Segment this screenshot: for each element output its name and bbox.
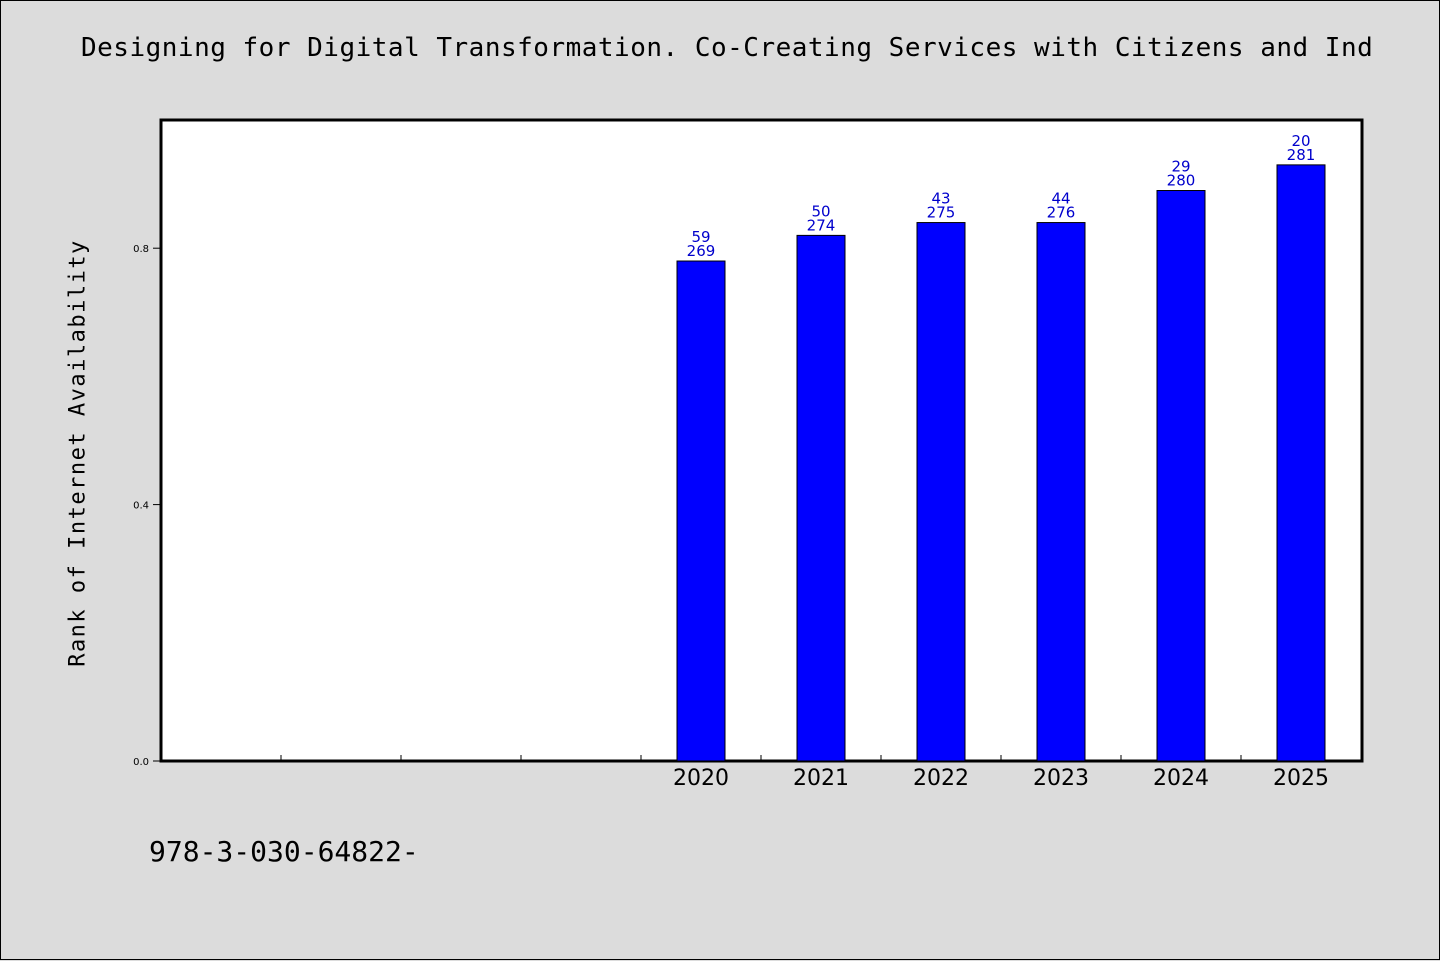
bar-label-bottom: 281 [1287, 146, 1316, 164]
bar-label-bottom: 274 [807, 216, 836, 234]
bar-2020 [676, 260, 726, 762]
x-tick-label: 2020 [673, 766, 729, 791]
bar-2021 [796, 234, 846, 762]
y-tick-label: 0.0 [133, 757, 149, 768]
x-tick-label: 2025 [1273, 766, 1329, 791]
y-ticks: 0.0 0.4 0.8 [133, 244, 161, 768]
bar-label-top: 50 [811, 202, 830, 220]
x-tick-label: 2022 [913, 766, 969, 791]
bar-label-top: 44 [1051, 190, 1070, 208]
x-tick-label: 2023 [1033, 766, 1089, 791]
x-tick-label: 2021 [793, 766, 849, 791]
bar-label-bottom: 269 [687, 242, 716, 260]
x-tick-label: 2024 [1153, 766, 1209, 791]
bar-2025 [1276, 164, 1326, 762]
y-tick-label: 0.4 [133, 501, 149, 512]
bar-label-bottom: 275 [927, 204, 956, 222]
isbn-footer: 978-3-030-64822- [149, 835, 419, 868]
bar-label-top: 20 [1291, 132, 1310, 150]
bar-label-top: 59 [691, 228, 710, 246]
x-ticks: 2020 2021 2022 2023 2024 2025 [280, 755, 1329, 791]
bar-2023 [1036, 222, 1086, 762]
bar-label-bottom: 276 [1047, 204, 1076, 222]
bar-label-top: 43 [931, 190, 950, 208]
bar-2022 [916, 222, 966, 762]
chart-title: Designing for Digital Transformation. Co… [81, 33, 1374, 63]
bar-2024 [1156, 190, 1206, 762]
bar-label-bottom: 280 [1167, 172, 1196, 190]
y-tick-label: 0.8 [133, 244, 149, 255]
bar-label-top: 29 [1171, 158, 1190, 176]
